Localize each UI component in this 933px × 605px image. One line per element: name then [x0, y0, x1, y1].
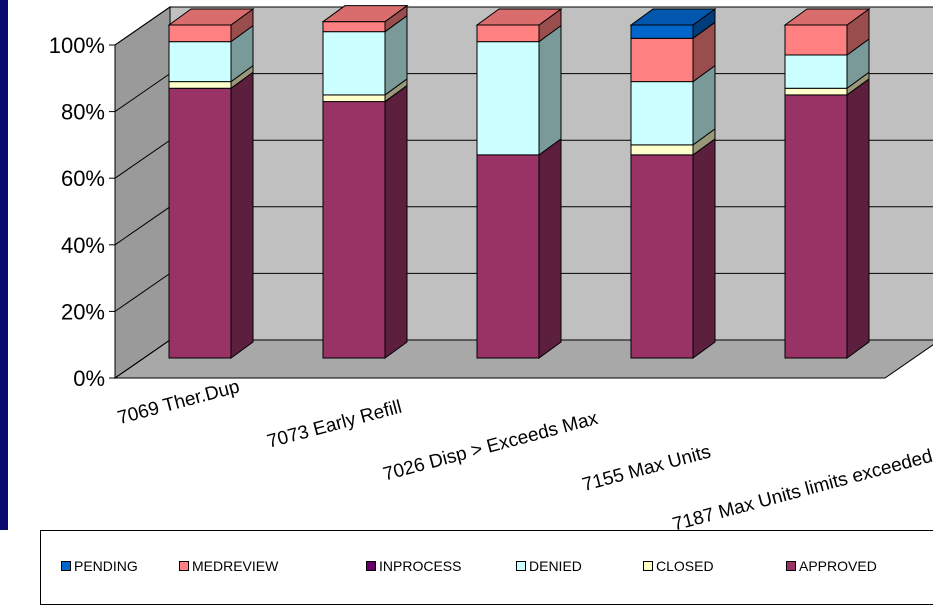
bar-segment-approved	[168, 87, 232, 359]
y-tick-label: 0%	[73, 366, 105, 391]
legend-swatch	[786, 561, 796, 571]
legend-label: MEDREVIEW	[192, 558, 279, 574]
gridline	[114, 6, 933, 46]
bar-segment-denied	[784, 54, 848, 89]
legend-label: DENIED	[529, 558, 582, 574]
bar-segment-closed	[784, 87, 848, 96]
bar-side-denied	[538, 24, 562, 156]
bar-side-approved	[384, 84, 408, 359]
legend-label: APPROVED	[799, 558, 877, 574]
bar-segment-closed	[322, 94, 386, 103]
left-frame-bar	[0, 0, 8, 530]
legend-item-medreview: MEDREVIEW	[179, 558, 278, 574]
legend-swatch	[366, 561, 376, 571]
bar-segment-approved	[476, 154, 540, 359]
y-tick-label: 60%	[61, 166, 105, 191]
bar-top	[321, 5, 409, 23]
bar-segment-medreview	[784, 24, 848, 56]
bar-top	[167, 8, 255, 26]
x-tick-label: 7026 Disp > Exceeds Max	[381, 408, 601, 486]
bar-segment-denied	[630, 81, 694, 146]
legend-swatch	[179, 561, 189, 571]
bar-side-approved	[692, 137, 716, 359]
legend-item-denied: DENIED	[516, 558, 582, 574]
legend-swatch	[61, 561, 71, 571]
bar-segment-medreview	[322, 21, 386, 33]
y-tick-label: 80%	[61, 100, 105, 125]
bar-segment-denied	[322, 31, 386, 96]
x-tick-label: 7073 Early Refill	[265, 397, 404, 453]
bar-side-approved	[538, 137, 562, 359]
y-tick-label: 40%	[61, 233, 105, 258]
bar-segment-medreview	[630, 37, 694, 83]
bar-segment-approved	[322, 101, 386, 359]
legend-label: INPROCESS	[379, 558, 462, 574]
legend-swatch	[516, 561, 526, 571]
legend-item-inprocess: INPROCESS	[366, 558, 461, 574]
bar-top	[629, 8, 717, 26]
y-tick-label: 20%	[61, 299, 105, 324]
bar-segment-closed	[168, 81, 232, 89]
bar-segment-denied	[168, 41, 232, 83]
side-wall	[114, 6, 171, 379]
bar-segment-closed	[630, 144, 694, 156]
bar-segment-denied	[476, 41, 540, 156]
legend-item-approved: APPROVED	[786, 558, 877, 574]
x-tick-label: 7155 Max Units	[580, 441, 713, 495]
bar-segment-approved	[784, 94, 848, 359]
bar-side-approved	[846, 77, 870, 359]
bar-segment-pending	[630, 24, 694, 39]
bar-top	[475, 8, 563, 26]
x-tick-label: 7069 Ther.Dup	[115, 376, 242, 429]
legend-item-closed: CLOSED	[643, 558, 714, 574]
bar-top	[783, 8, 871, 26]
legend-label: CLOSED	[656, 558, 714, 574]
bar-side-approved	[230, 71, 254, 359]
legend-item-pending: PENDING	[61, 558, 138, 574]
legend-swatch	[643, 561, 653, 571]
bar-segment-medreview	[476, 24, 540, 43]
legend-label: PENDING	[74, 558, 138, 574]
bar-segment-medreview	[168, 24, 232, 43]
y-tick-label: 100%	[49, 33, 105, 58]
legend: PENDING MEDREVIEW INPROCESS DENIED CLOSED APP…	[40, 530, 933, 605]
chart-svg: 0% 20% 40% 60% 80% 100% 7069 Ther.Dup 7073 Earl…	[0, 0, 933, 536]
bar-segment-approved	[630, 154, 694, 359]
